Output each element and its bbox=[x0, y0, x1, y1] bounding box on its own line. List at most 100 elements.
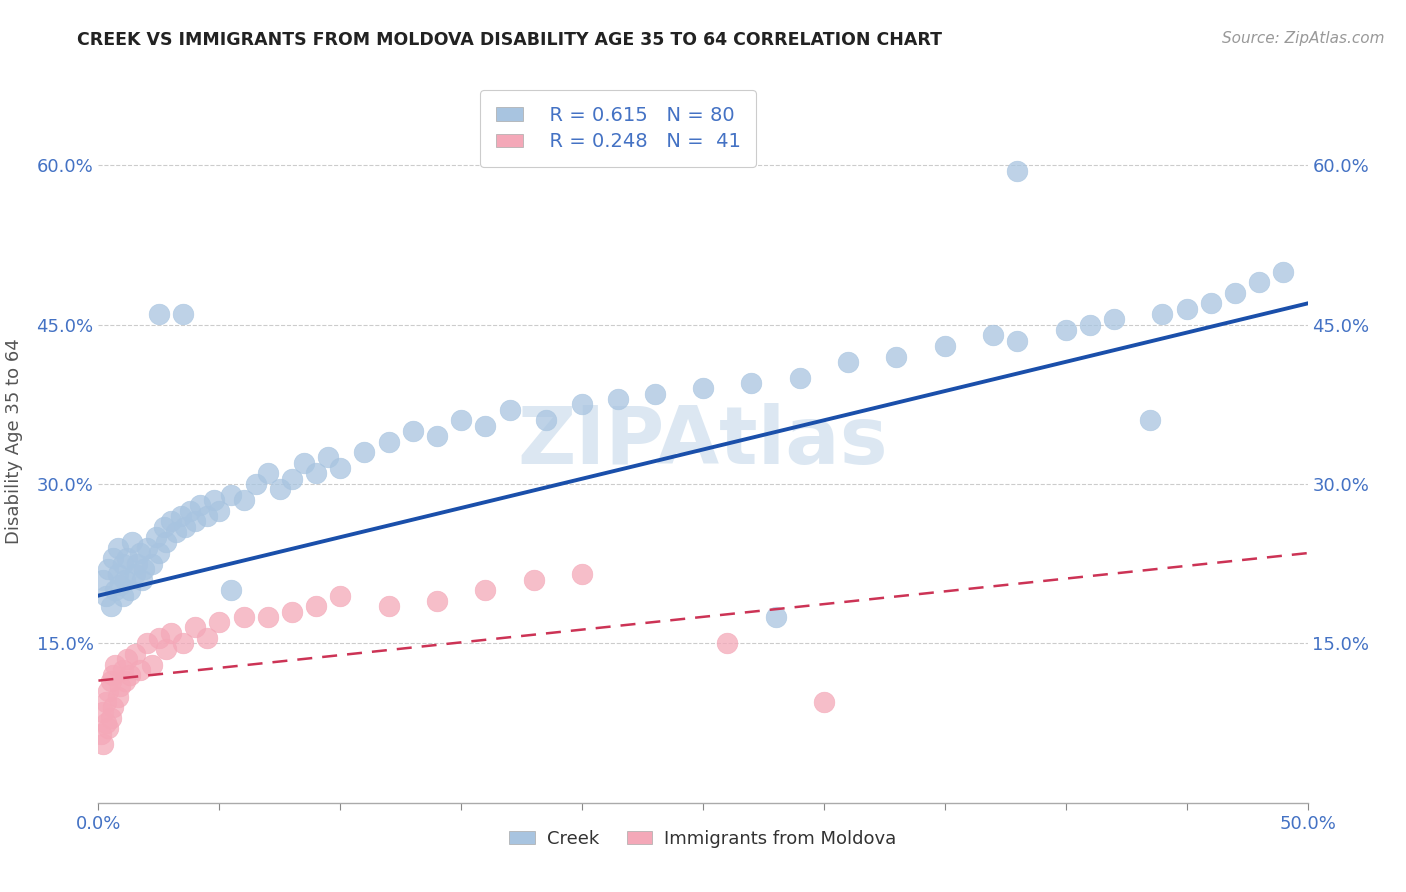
Point bbox=[1199, 296, 1222, 310]
Point bbox=[232, 610, 254, 624]
Point bbox=[148, 307, 170, 321]
Point bbox=[141, 557, 163, 571]
Point bbox=[117, 652, 139, 666]
Point bbox=[1007, 334, 1029, 348]
Point bbox=[692, 381, 714, 395]
Point bbox=[100, 673, 122, 688]
Point bbox=[426, 594, 449, 608]
Point bbox=[148, 546, 170, 560]
Point bbox=[114, 573, 136, 587]
Point bbox=[94, 695, 117, 709]
Point bbox=[1007, 163, 1029, 178]
Point bbox=[789, 371, 811, 385]
Point bbox=[607, 392, 630, 406]
Point bbox=[934, 339, 956, 353]
Point bbox=[107, 690, 129, 704]
Point bbox=[256, 610, 278, 624]
Point bbox=[765, 610, 787, 624]
Point bbox=[353, 445, 375, 459]
Point bbox=[716, 636, 738, 650]
Point bbox=[97, 684, 120, 698]
Point bbox=[100, 599, 122, 614]
Point bbox=[179, 503, 201, 517]
Point bbox=[184, 514, 207, 528]
Point bbox=[740, 376, 762, 390]
Point bbox=[474, 418, 496, 433]
Point bbox=[204, 493, 226, 508]
Point bbox=[1102, 312, 1125, 326]
Point bbox=[305, 599, 328, 614]
Point bbox=[131, 573, 153, 587]
Point bbox=[184, 620, 207, 634]
Point bbox=[152, 519, 174, 533]
Point bbox=[169, 508, 191, 523]
Point bbox=[91, 706, 114, 720]
Point bbox=[121, 535, 143, 549]
Point bbox=[94, 716, 117, 731]
Point bbox=[316, 450, 339, 465]
Point bbox=[100, 711, 122, 725]
Point bbox=[94, 589, 117, 603]
Point bbox=[571, 397, 593, 411]
Point bbox=[208, 503, 231, 517]
Point bbox=[172, 307, 194, 321]
Point bbox=[160, 625, 183, 640]
Point bbox=[377, 434, 399, 449]
Point bbox=[281, 472, 304, 486]
Text: CREEK VS IMMIGRANTS FROM MOLDOVA DISABILITY AGE 35 TO 64 CORRELATION CHART: CREEK VS IMMIGRANTS FROM MOLDOVA DISABIL… bbox=[77, 31, 942, 49]
Point bbox=[141, 657, 163, 672]
Point bbox=[90, 727, 112, 741]
Point bbox=[1054, 323, 1077, 337]
Point bbox=[111, 557, 134, 571]
Point bbox=[195, 508, 218, 523]
Point bbox=[426, 429, 449, 443]
Point bbox=[232, 493, 254, 508]
Point bbox=[269, 483, 291, 497]
Point bbox=[145, 530, 167, 544]
Point bbox=[101, 700, 124, 714]
Point bbox=[104, 657, 127, 672]
Point bbox=[221, 488, 243, 502]
Point bbox=[305, 467, 328, 481]
Point bbox=[101, 668, 124, 682]
Point bbox=[188, 498, 211, 512]
Point bbox=[107, 567, 129, 582]
Point bbox=[135, 636, 157, 650]
Point bbox=[172, 636, 194, 650]
Point bbox=[117, 551, 139, 566]
Point bbox=[534, 413, 557, 427]
Point bbox=[837, 355, 859, 369]
Point bbox=[108, 578, 131, 592]
Legend: Creek, Immigrants from Moldova: Creek, Immigrants from Moldova bbox=[502, 822, 904, 855]
Point bbox=[111, 589, 134, 603]
Point bbox=[1272, 264, 1295, 278]
Point bbox=[208, 615, 231, 630]
Point bbox=[160, 514, 183, 528]
Point bbox=[118, 583, 141, 598]
Point bbox=[402, 424, 425, 438]
Point bbox=[523, 573, 546, 587]
Point bbox=[124, 647, 146, 661]
Point bbox=[1249, 275, 1271, 289]
Point bbox=[377, 599, 399, 614]
Point bbox=[101, 551, 124, 566]
Point bbox=[124, 567, 146, 582]
Point bbox=[1139, 413, 1161, 427]
Point bbox=[97, 562, 120, 576]
Point bbox=[281, 605, 304, 619]
Text: Source: ZipAtlas.com: Source: ZipAtlas.com bbox=[1222, 31, 1385, 46]
Point bbox=[174, 519, 197, 533]
Point bbox=[256, 467, 278, 481]
Point bbox=[644, 386, 666, 401]
Point bbox=[981, 328, 1004, 343]
Point bbox=[1078, 318, 1101, 332]
Point bbox=[450, 413, 472, 427]
Point bbox=[571, 567, 593, 582]
Point bbox=[127, 557, 149, 571]
Point bbox=[155, 641, 177, 656]
Point bbox=[1152, 307, 1174, 321]
Y-axis label: Disability Age 35 to 64: Disability Age 35 to 64 bbox=[4, 339, 22, 544]
Point bbox=[498, 402, 520, 417]
Point bbox=[292, 456, 315, 470]
Point bbox=[104, 583, 127, 598]
